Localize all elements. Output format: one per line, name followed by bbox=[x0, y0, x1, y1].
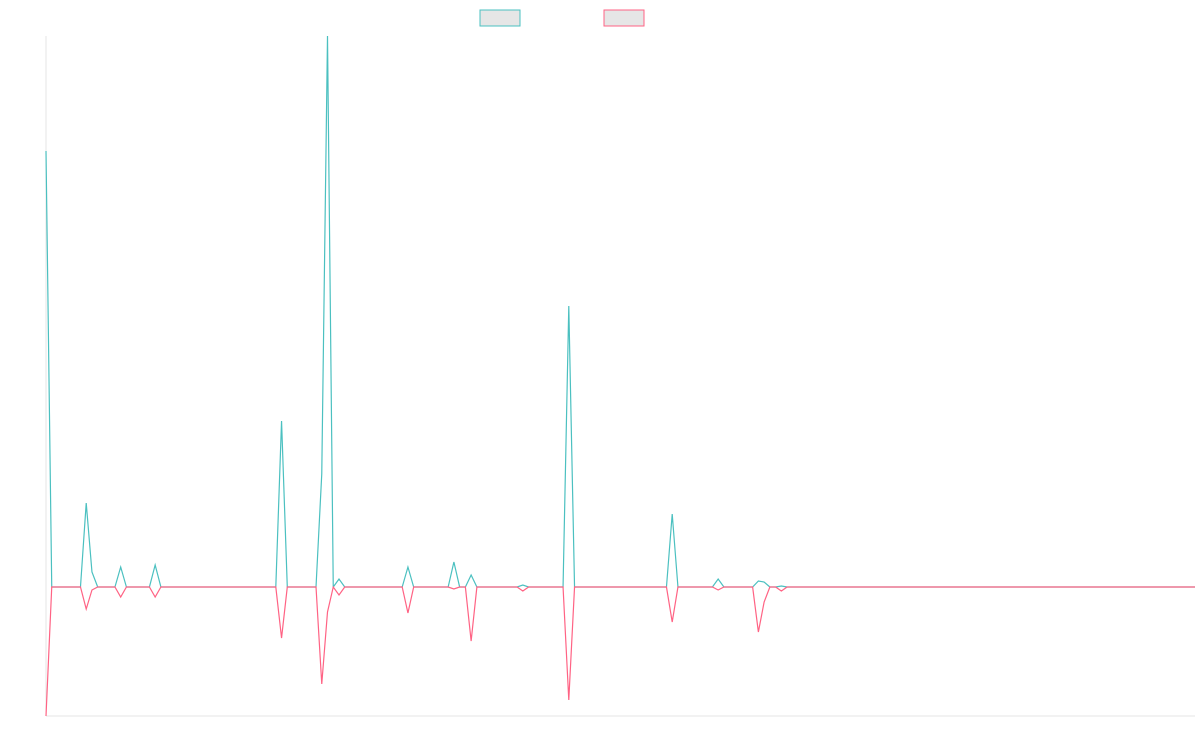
legend-swatch bbox=[479, 9, 521, 27]
line-series bbox=[45, 585, 1195, 717]
legend-swatch bbox=[603, 9, 645, 27]
line-series bbox=[45, 35, 1195, 589]
